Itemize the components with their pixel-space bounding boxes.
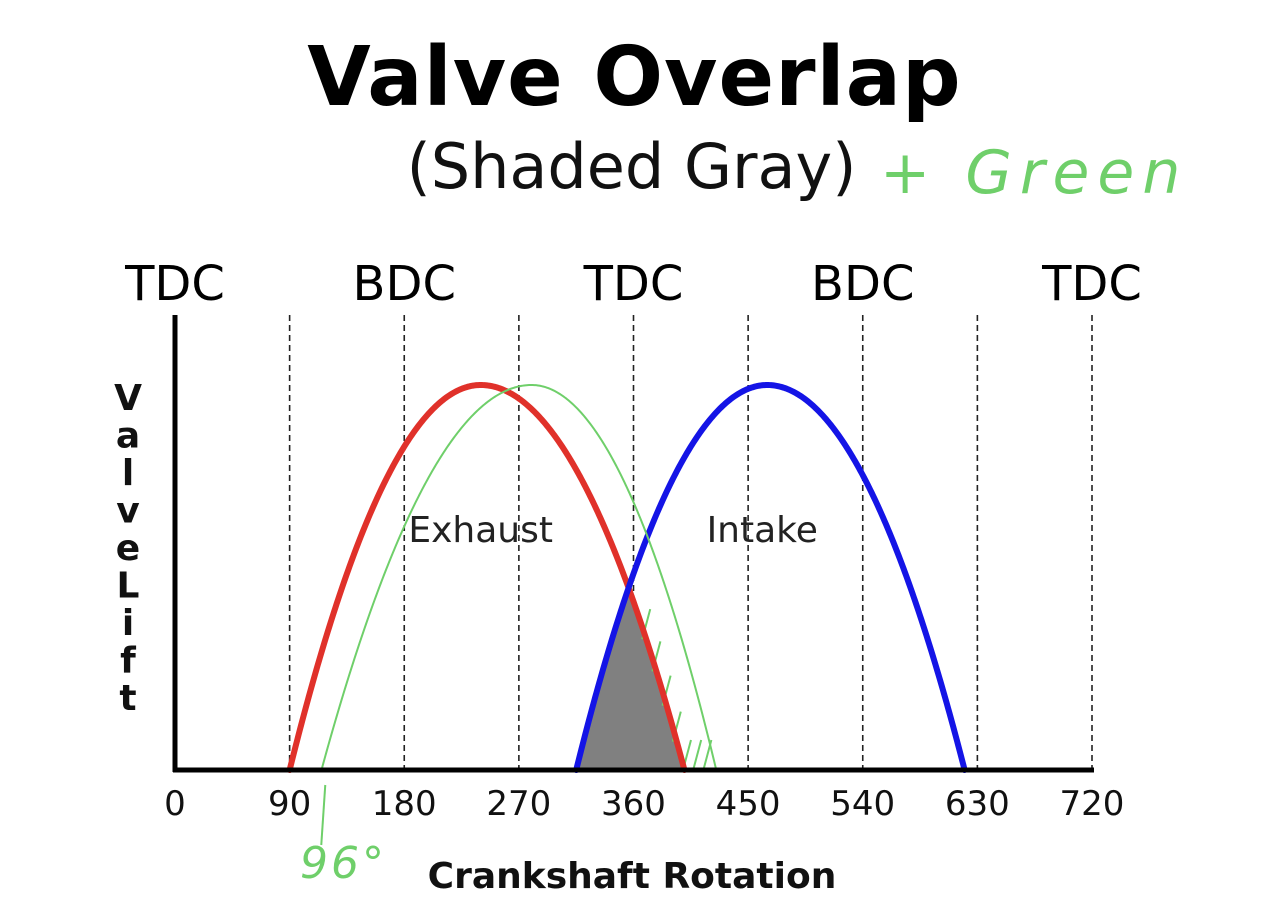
chart-title: Valve Overlap [307, 30, 962, 125]
stroke-label-tdc-360: TDC [583, 256, 684, 312]
x-tick-label-180: 180 [372, 784, 437, 824]
stroke-label-bdc-180: BDC [353, 256, 456, 312]
series-label-intake: Intake [707, 510, 818, 551]
stroke-label-tdc-0: TDC [124, 256, 225, 312]
green-sketch-curve [320, 383, 718, 771]
x-tick-label-90: 90 [268, 784, 311, 824]
handwritten-note: + Green [880, 138, 1189, 208]
x-tick-label-450: 450 [716, 784, 781, 824]
x-tick-label-0: 0 [164, 784, 186, 824]
handwritten-degree-label: 96° [300, 838, 387, 889]
hatch-mark [692, 739, 703, 771]
overlap-fill [576, 588, 685, 770]
exhaust-curve [286, 381, 688, 773]
x-tick-label-270: 270 [486, 784, 551, 824]
series-lines [286, 381, 968, 846]
x-axis-label: Crankshaft Rotation [428, 856, 837, 897]
handwritten-marker-line [320, 784, 327, 846]
intake-curve [573, 381, 968, 773]
axes [172, 315, 1094, 773]
x-tick-label-720: 720 [1060, 784, 1125, 824]
labels: Exhaust Intake 0 90 180 270 360 450 540 630 720 TDC… [114, 256, 1142, 897]
stroke-label-bdc-540: BDC [811, 256, 914, 312]
x-tick-label-630: 630 [945, 784, 1010, 824]
x-tick-label-540: 540 [830, 784, 895, 824]
overlap-area [576, 588, 713, 771]
chart-subtitle: (Shaded Gray) [406, 130, 857, 203]
stroke-label-tdc-720: TDC [1041, 256, 1142, 312]
x-tick-label-360: 360 [601, 784, 666, 824]
series-label-exhaust: Exhaust [408, 510, 553, 551]
